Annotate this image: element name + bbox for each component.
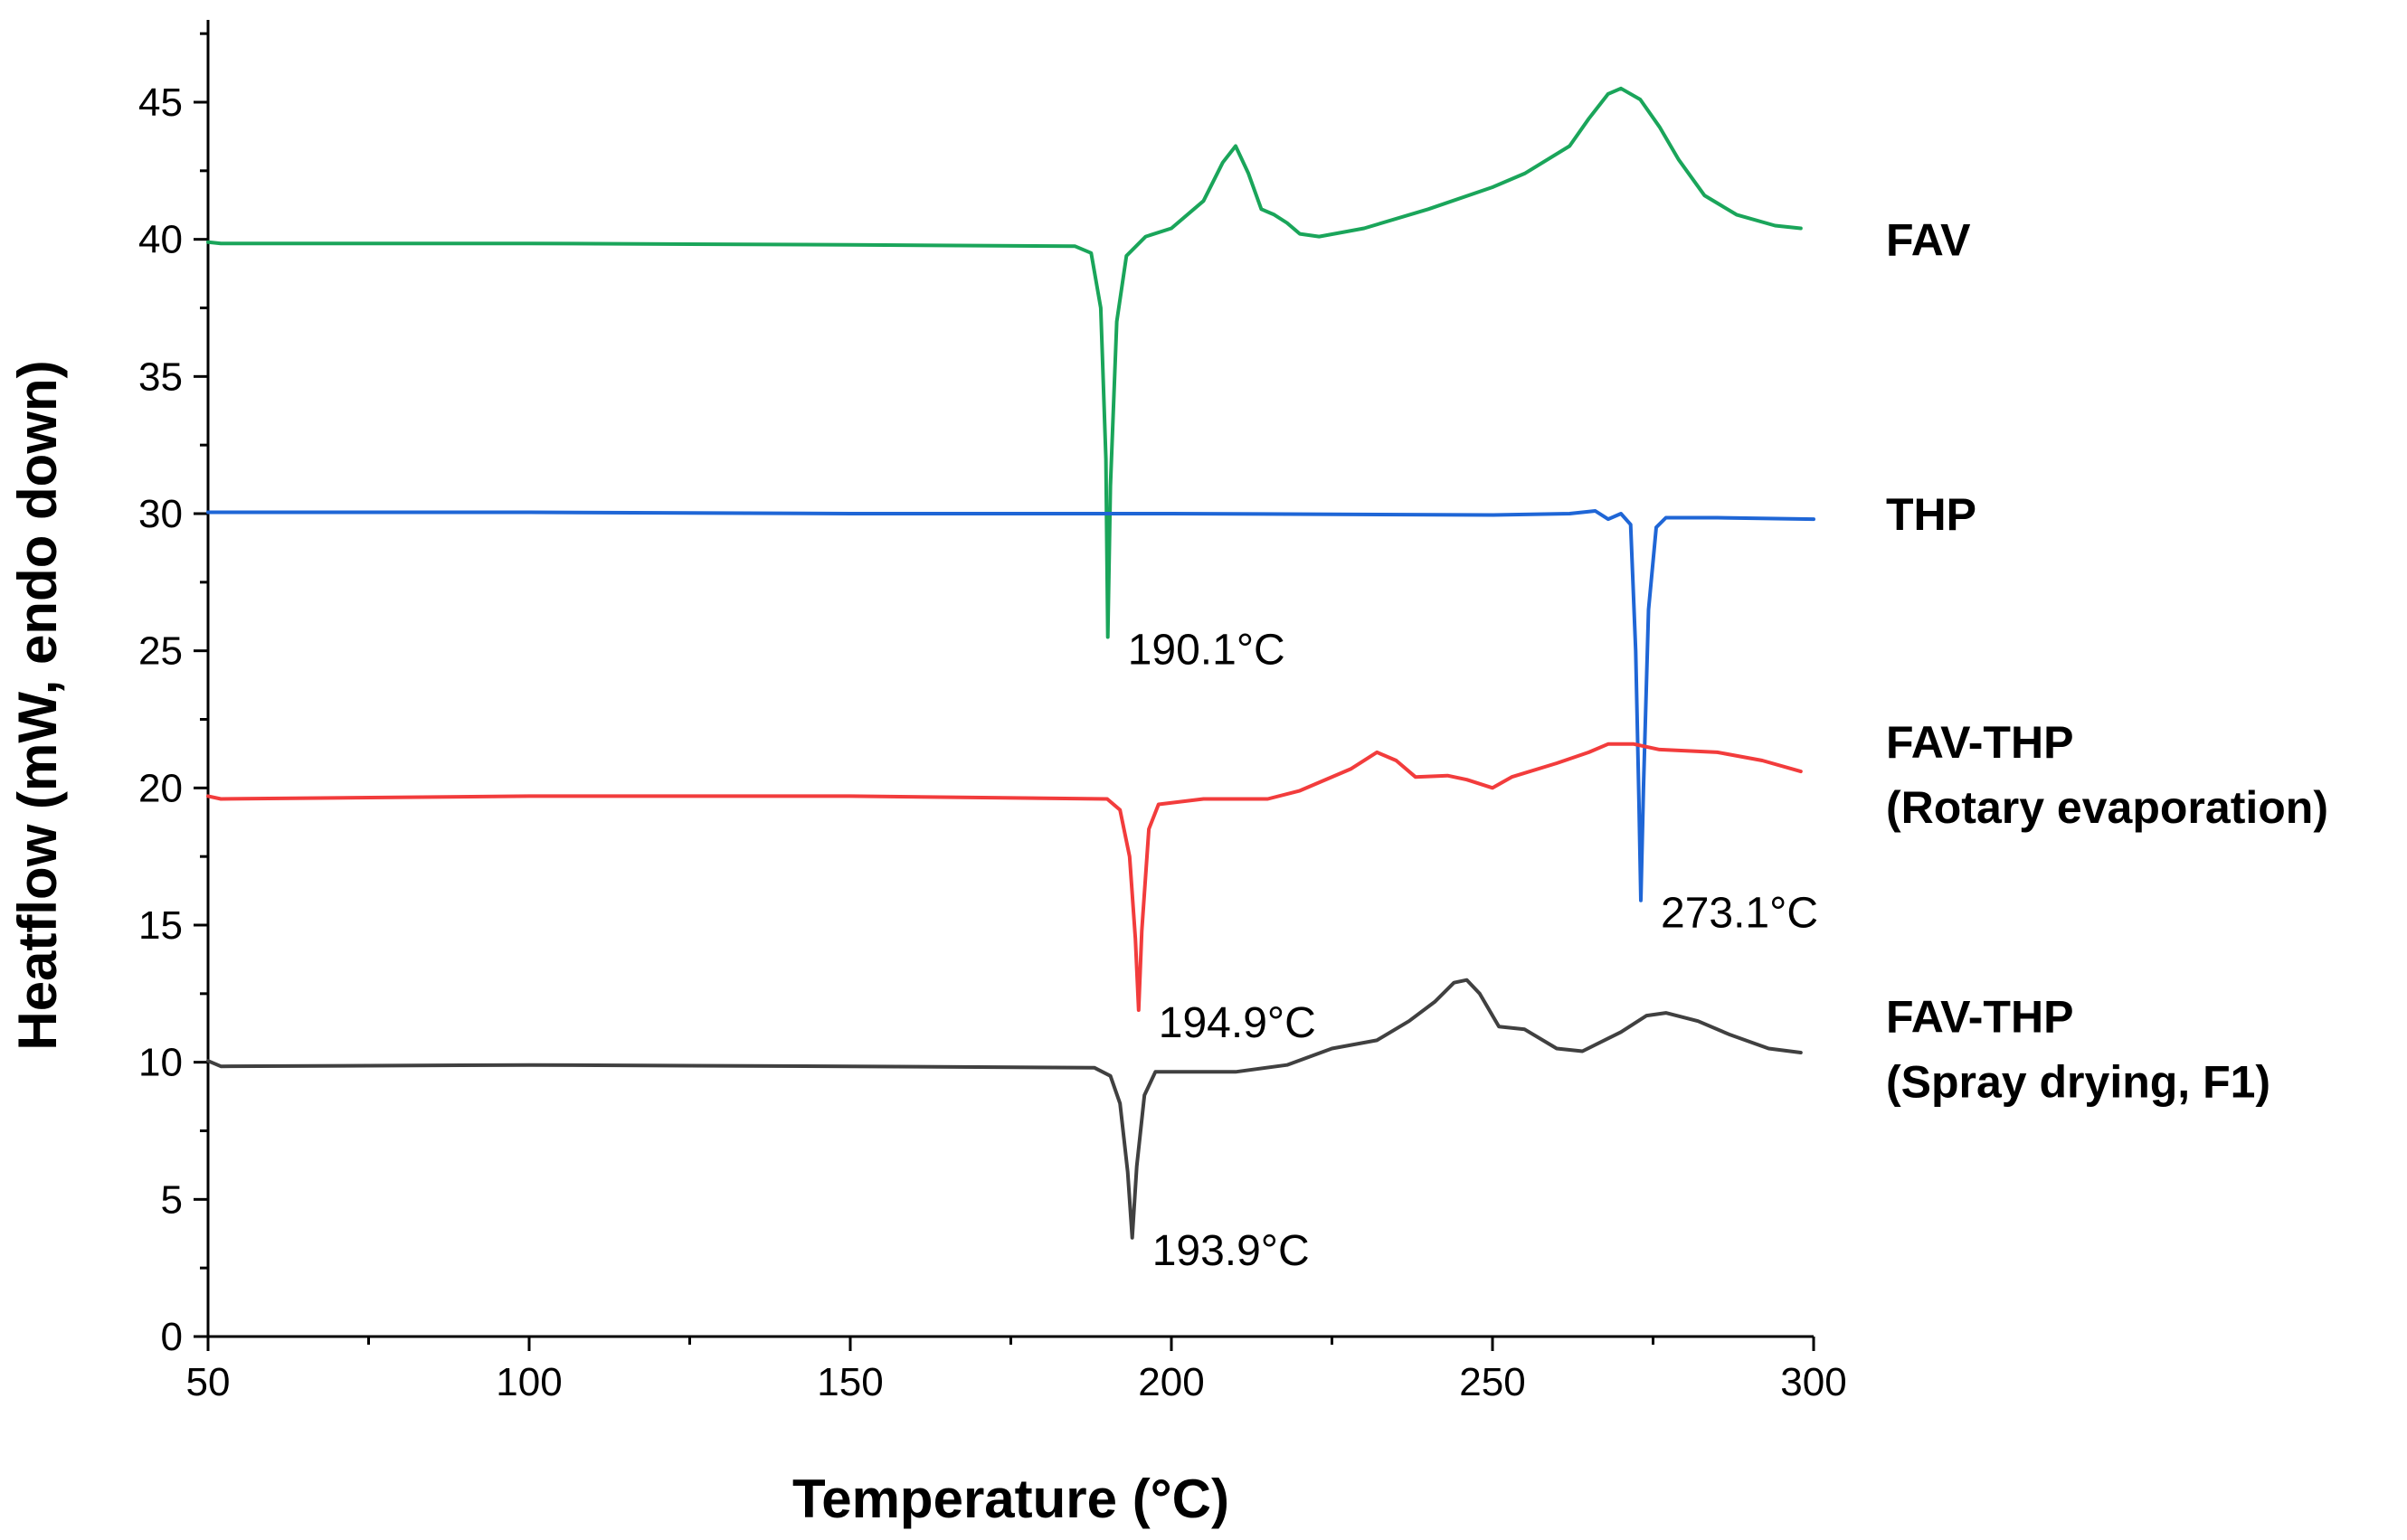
- x-tick-label: 150: [817, 1360, 883, 1404]
- series-label: (Spray drying, F1): [1886, 1057, 2270, 1108]
- y-tick-label: 30: [138, 492, 183, 536]
- series-line-fav-thp-spray-drying-f1: [206, 978, 1803, 1240]
- peak-annotation: 190.1°C: [1128, 627, 1285, 675]
- series-label: FAV: [1886, 215, 1971, 266]
- y-tick-label: 20: [138, 766, 183, 810]
- peak-annotation: 193.9°C: [1152, 1227, 1310, 1275]
- peak-annotations: 190.1°C 273.1°C 194.9°C 193.9°C: [1128, 627, 1818, 1275]
- x-tick-label: 200: [1138, 1360, 1204, 1404]
- series-label: FAV-THP: [1886, 717, 2073, 768]
- x-axis-title: Temperature (°C): [792, 1469, 1229, 1529]
- peak-annotation: 194.9°C: [1159, 999, 1316, 1047]
- y-tick-label: 0: [161, 1315, 183, 1359]
- y-axis-title: Heatflow (mW, endo down): [7, 360, 68, 1050]
- series-labels: FAV THP FAV-THP (Rotary evaporation) FAV-THP…: [1886, 215, 2328, 1108]
- y-tick-label: 25: [138, 629, 183, 674]
- series-line-fav: [206, 86, 1803, 639]
- peak-annotation: 273.1°C: [1661, 890, 1818, 938]
- x-tick-label: 100: [496, 1360, 562, 1404]
- y-tick-label: 45: [138, 80, 183, 125]
- y-tick-label: 5: [161, 1177, 183, 1222]
- y-tick-label: 10: [138, 1041, 183, 1085]
- x-tick-label: 300: [1780, 1360, 1846, 1404]
- y-tick-label: 35: [138, 354, 183, 399]
- series-line-fav-thp-rotary-evaporation: [206, 742, 1803, 1012]
- series-label: FAV-THP: [1886, 992, 2073, 1043]
- x-tick-label: 250: [1459, 1360, 1525, 1404]
- series-label: (Rotary evaporation): [1886, 782, 2328, 833]
- axes: 50 100 150 200 250 300 0 5 10 15 20 25 30 35 40 45: [138, 20, 1847, 1404]
- x-tick-label: 50: [186, 1360, 231, 1404]
- y-tick-label: 40: [138, 218, 183, 262]
- series-layer: [206, 86, 1815, 1240]
- series-label: THP: [1886, 489, 1976, 540]
- series-line-thp: [206, 509, 1815, 902]
- y-tick-label: 15: [138, 903, 183, 948]
